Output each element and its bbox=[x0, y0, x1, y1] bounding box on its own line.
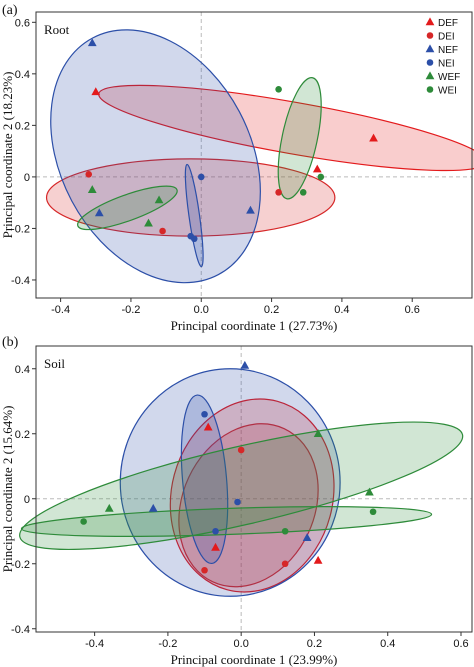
x-tick-label: 0.6 bbox=[453, 638, 468, 650]
legend-marker-def bbox=[425, 17, 435, 26]
confidence-ellipse-wei bbox=[20, 506, 433, 537]
legend: DEF DEI NEF NEI WEF WEI bbox=[425, 17, 460, 97]
legend-label-wei: WEI bbox=[438, 86, 457, 97]
point-def bbox=[203, 422, 213, 431]
x-tick-label: -0.4 bbox=[85, 638, 104, 650]
panel-title: Soil bbox=[44, 356, 65, 371]
y-axis-label: Principal coordinate 2 (15.64%) bbox=[0, 406, 15, 573]
point-wef bbox=[365, 487, 374, 496]
legend-label-nef: NEF bbox=[438, 45, 458, 56]
x-tick-label: 0.0 bbox=[194, 304, 209, 316]
point-wef bbox=[154, 195, 164, 204]
plot-frame bbox=[35, 11, 473, 299]
point-nei bbox=[212, 527, 219, 535]
panel-title: Root bbox=[44, 22, 70, 37]
point-dei bbox=[201, 566, 208, 574]
point-dei bbox=[275, 189, 282, 196]
x-tick-label: 0.2 bbox=[264, 304, 279, 316]
legend-marker-wei bbox=[426, 86, 434, 93]
y-tick-label: 0.2 bbox=[15, 429, 30, 441]
y-tick-label: -0.2 bbox=[11, 223, 30, 235]
y-tick-label: 0.4 bbox=[15, 69, 30, 81]
point-def bbox=[369, 133, 378, 142]
x-tick-label: -0.2 bbox=[158, 638, 177, 650]
x-axis-label: Principal coordinate 1 (23.99%) bbox=[171, 652, 338, 667]
x-tick-label: 0.2 bbox=[307, 638, 322, 650]
x-tick-label: 0.4 bbox=[380, 638, 395, 650]
y-tick-label: 0.2 bbox=[15, 120, 30, 132]
confidence-ellipse-nei bbox=[184, 163, 204, 268]
point-def bbox=[91, 87, 101, 96]
point-wef bbox=[313, 429, 323, 437]
point-dei bbox=[237, 446, 245, 454]
y-tick-label: -0.4 bbox=[11, 624, 30, 636]
point-nei bbox=[190, 235, 198, 243]
point-dei bbox=[85, 171, 93, 178]
confidence-ellipse-nei bbox=[180, 394, 229, 565]
point-dei bbox=[281, 560, 289, 568]
point-wei bbox=[369, 508, 377, 516]
legend-label-wef: WEF bbox=[438, 72, 460, 83]
legend-marker-wef bbox=[425, 71, 435, 80]
panel-tag: (a) bbox=[2, 3, 18, 18]
panel-tag: (b) bbox=[2, 335, 19, 350]
point-dei bbox=[159, 227, 166, 235]
point-nef bbox=[94, 208, 104, 217]
point-nei bbox=[234, 498, 241, 506]
y-tick-label: 0.6 bbox=[15, 17, 30, 29]
x-tick-label: -0.4 bbox=[51, 304, 70, 316]
legend-label-nei: NEI bbox=[438, 59, 455, 70]
x-tick-label: 0.4 bbox=[334, 304, 349, 316]
confidence-ellipse-wef bbox=[19, 421, 464, 551]
y-tick-label: -0.2 bbox=[11, 559, 30, 571]
point-wef bbox=[87, 185, 97, 194]
point-wef bbox=[104, 503, 114, 512]
point-nei bbox=[201, 410, 208, 418]
y-tick-label: 0 bbox=[24, 172, 30, 184]
point-nef bbox=[148, 503, 158, 512]
point-wei bbox=[275, 85, 282, 93]
point-nef bbox=[246, 205, 255, 214]
legend-label-def: DEF bbox=[438, 18, 458, 29]
x-axis-label: Principal coordinate 1 (27.73%) bbox=[171, 318, 338, 333]
y-tick-label: 0 bbox=[24, 494, 30, 506]
chart-panel-soil: (b) Soil -0.4 -0.2 0.0 0.2 0.4 0.6 -0.4 -0.2 0 0.2 0… bbox=[0, 335, 473, 667]
point-wei bbox=[281, 527, 289, 535]
legend-label-dei: DEI bbox=[438, 32, 455, 43]
x-tick-label: 0.6 bbox=[405, 304, 420, 316]
confidence-ellipse-nef bbox=[50, 29, 261, 284]
point-def bbox=[313, 555, 323, 564]
legend-marker-nei bbox=[426, 59, 434, 66]
plot-frame bbox=[35, 345, 473, 633]
legend-marker-nef bbox=[425, 44, 435, 53]
point-wei bbox=[299, 189, 307, 196]
x-tick-label: -0.2 bbox=[121, 304, 140, 316]
y-tick-label: 0.4 bbox=[15, 364, 30, 376]
point-wei bbox=[80, 518, 87, 525]
point-def bbox=[312, 164, 322, 173]
point-nef bbox=[302, 533, 312, 541]
y-tick-label: -0.4 bbox=[11, 275, 30, 287]
chart-panel-root: (a) Root -0.4 -0.2 0.0 0.2 0.4 0.6 -0.4 -0.2 0 0.2 0… bbox=[0, 3, 474, 333]
confidence-ellipse-wei bbox=[277, 77, 322, 200]
confidence-ellipse-dei bbox=[178, 423, 319, 588]
point-def bbox=[211, 542, 220, 551]
legend-marker-dei bbox=[426, 32, 434, 39]
point-wef bbox=[144, 218, 153, 227]
x-tick-label: 0.0 bbox=[234, 638, 249, 650]
y-axis-label: Principal coordinate 2 (18.23%) bbox=[0, 72, 15, 239]
point-nef bbox=[87, 38, 97, 47]
confidence-ellipse-def bbox=[169, 398, 335, 593]
point-wei bbox=[317, 173, 325, 181]
point-nef bbox=[240, 360, 250, 369]
confidence-ellipse-wef bbox=[77, 185, 178, 231]
point-nei bbox=[197, 173, 205, 181]
